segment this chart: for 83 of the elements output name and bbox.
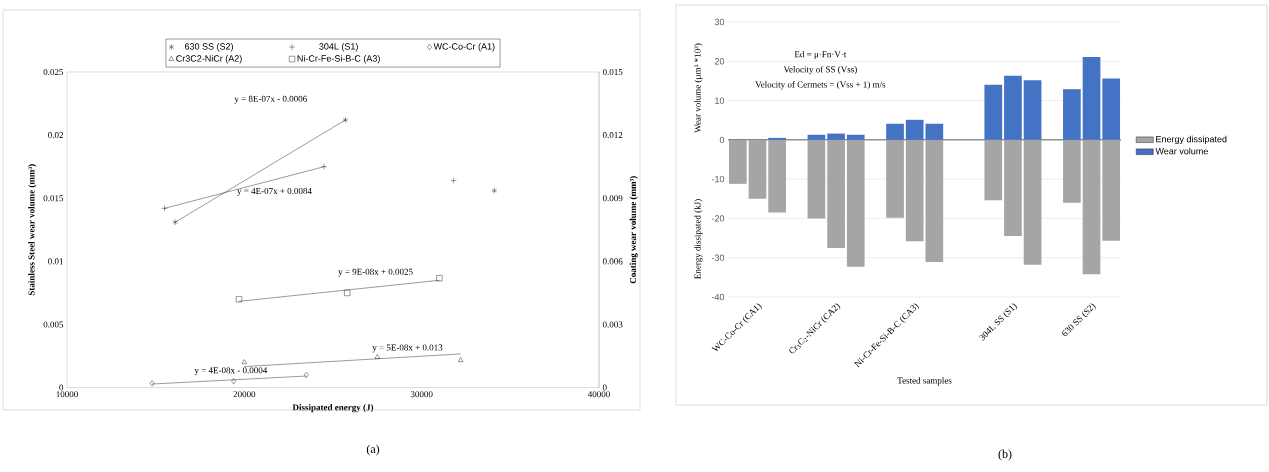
y-tick-label: 0 bbox=[719, 136, 725, 144]
point bbox=[304, 371, 309, 378]
bar bbox=[1102, 78, 1121, 140]
point bbox=[458, 357, 464, 362]
legend-label: 630 SS (S2) bbox=[184, 43, 233, 52]
bar bbox=[1063, 139, 1081, 203]
x-tick-label: 10000 bbox=[56, 391, 78, 398]
legend-label: WC-Co-Cr (A1) bbox=[433, 43, 495, 52]
bar bbox=[748, 139, 767, 199]
y-tick-label: -10 bbox=[711, 175, 725, 183]
bar bbox=[1004, 139, 1022, 237]
bar bbox=[827, 133, 845, 140]
point bbox=[231, 378, 236, 385]
bar bbox=[807, 134, 826, 140]
bar bbox=[1023, 80, 1042, 140]
y-tick-label: 0.02 bbox=[48, 132, 63, 139]
point bbox=[374, 354, 380, 359]
bar bbox=[846, 139, 865, 267]
legend-label: Ni-Cr-Fe-Si-B-C (A3) bbox=[297, 55, 380, 64]
y-tick-label: 0.005 bbox=[43, 321, 64, 328]
text: 304L (S1) bbox=[319, 43, 358, 52]
y2-tick-label: 0.012 bbox=[602, 132, 623, 139]
bar bbox=[1004, 75, 1022, 140]
y-tick-label: 0 bbox=[59, 384, 64, 391]
y-axis-title: Stainless Steel wear volume (mm³) bbox=[28, 164, 37, 296]
legend-label: Cr3C2-NiCr (A2) bbox=[176, 55, 242, 64]
bar bbox=[1082, 139, 1101, 275]
bar bbox=[827, 139, 845, 248]
x-tick-label: 30000 bbox=[410, 391, 433, 398]
point bbox=[344, 289, 351, 296]
bar bbox=[886, 139, 904, 218]
bar bbox=[807, 139, 826, 219]
annotation: y = 8E-07x - 0.0006 bbox=[234, 95, 307, 104]
x-tick-label: 20000 bbox=[233, 391, 256, 398]
bar bbox=[768, 139, 786, 213]
annotation: y = 5E-08x + 0.013 bbox=[372, 344, 443, 353]
y-tick-label: 10 bbox=[715, 97, 725, 104]
x-tick-label: 630 SS (S2) bbox=[1062, 303, 1096, 337]
annotation: Ed = μ·Fn·V·t bbox=[794, 50, 847, 60]
point bbox=[342, 116, 349, 123]
y2-tick-label: 0 bbox=[602, 384, 607, 391]
point bbox=[149, 380, 155, 387]
bar bbox=[886, 123, 904, 140]
y2-tick-label: 0.009 bbox=[602, 195, 623, 202]
annotation: Velocity of SS (Vss) bbox=[783, 65, 857, 75]
y-tick-label: 30 bbox=[714, 18, 725, 26]
annotation: y = 9E-08x + 0.0025 bbox=[338, 268, 413, 277]
annotation: y = 4E-07x + 0.0084 bbox=[237, 187, 312, 196]
bar bbox=[1023, 139, 1042, 265]
x-tick-label: 40000 bbox=[587, 391, 610, 398]
x-axis-title: Dissipated energy (J) bbox=[292, 404, 374, 413]
y-tick-label: -30 bbox=[711, 254, 725, 261]
y2-axis-title: Energy dissipated (kJ) bbox=[694, 199, 703, 279]
y-tick-label: 0.01 bbox=[48, 258, 63, 265]
point bbox=[436, 275, 443, 282]
y2-tick-label: 0.006 bbox=[602, 258, 623, 265]
x-axis-title: Tested samples bbox=[897, 377, 952, 386]
point bbox=[172, 219, 178, 226]
y-tick-label: 0.015 bbox=[43, 195, 64, 202]
point bbox=[236, 296, 243, 303]
y-tick-label: 20 bbox=[714, 58, 725, 65]
text: (a) bbox=[366, 444, 380, 456]
bar bbox=[1063, 89, 1081, 140]
annotation: y = 4E-08x - 0.0004 bbox=[194, 367, 268, 376]
bar bbox=[1082, 56, 1101, 140]
y2-tick-label: 0.003 bbox=[602, 321, 623, 328]
y2-tick-label: 0.015 bbox=[602, 68, 623, 76]
bar bbox=[846, 134, 865, 140]
y-tick-label: -40 bbox=[711, 293, 725, 301]
bar bbox=[984, 84, 1003, 140]
y-axis-title: Wear volume (µm³ *10³) bbox=[694, 43, 703, 133]
legend-label: Energy dissipated bbox=[1156, 135, 1227, 145]
bar bbox=[1102, 139, 1121, 241]
legend-label: Wear volume bbox=[1155, 147, 1208, 155]
y-tick-label: -20 bbox=[711, 215, 725, 222]
point bbox=[241, 359, 247, 364]
point bbox=[491, 187, 498, 194]
annotation: Velocity of Cermets = (Vss + 1) m/s bbox=[755, 81, 886, 90]
y-tick-label: 0.025 bbox=[43, 68, 64, 76]
bar bbox=[728, 139, 747, 184]
y2-axis-title: Coating wear volume (mm³) bbox=[629, 176, 638, 284]
bar bbox=[984, 139, 1003, 201]
text: (b) bbox=[998, 449, 1012, 461]
